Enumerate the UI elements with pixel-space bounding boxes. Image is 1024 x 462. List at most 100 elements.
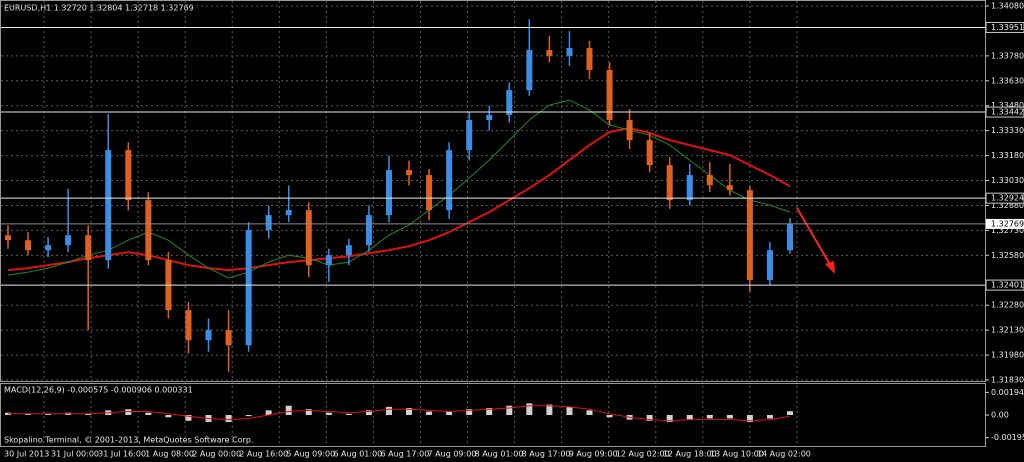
x-tick-label: 8 Aug 01:00 bbox=[475, 450, 524, 459]
candle-body bbox=[265, 215, 272, 231]
macd-bar bbox=[726, 415, 733, 419]
y-tick-label: 1.33480 bbox=[991, 101, 1024, 110]
macd-bar bbox=[145, 412, 152, 415]
candle-body bbox=[566, 48, 573, 56]
y-tick-label: 1.32130 bbox=[991, 326, 1024, 335]
level-box bbox=[985, 192, 1024, 204]
candle-body bbox=[766, 250, 773, 281]
current-price-label: 1.32769 bbox=[991, 219, 1024, 228]
main-frame bbox=[0, 0, 986, 382]
macd-bar bbox=[746, 415, 753, 422]
x-tick-label: 12 Aug 18:00 bbox=[663, 450, 717, 459]
candle-body bbox=[726, 185, 733, 191]
y-tick-label: 1.31980 bbox=[991, 351, 1024, 360]
macd-bar bbox=[406, 408, 413, 415]
x-tick-label: 7 Aug 09:00 bbox=[428, 450, 477, 459]
macd-bar bbox=[426, 411, 433, 415]
candle-body bbox=[666, 165, 673, 201]
x-tick-label: 12 Aug 02:00 bbox=[616, 450, 670, 459]
y-tick-label: 1.32580 bbox=[991, 251, 1024, 260]
x-tick-label: 2 Aug 16:00 bbox=[239, 450, 288, 459]
candle-body bbox=[426, 175, 433, 211]
level-box bbox=[985, 279, 1024, 291]
y-tick-label: 1.34080 bbox=[991, 2, 1024, 11]
candle-body bbox=[285, 210, 292, 216]
macd-bar bbox=[466, 409, 473, 415]
y-tick-label: 1.33780 bbox=[991, 51, 1024, 60]
macd-y-tick-label: 0.001948 bbox=[991, 388, 1024, 397]
macd-bar bbox=[566, 406, 573, 415]
macd-bar bbox=[586, 410, 593, 415]
macd-bar bbox=[787, 411, 793, 415]
footer: Skopalino Terminal, © 2001-2013, MetaQuo… bbox=[4, 436, 253, 445]
candle-body bbox=[185, 310, 192, 341]
candle-body bbox=[626, 120, 633, 141]
x-tick-label: 31 Jul 16:00 bbox=[98, 450, 146, 459]
x-tick-label: 9 Aug 09:00 bbox=[569, 450, 618, 459]
macd-bar bbox=[706, 415, 713, 419]
candle-body bbox=[105, 150, 112, 261]
candle-body bbox=[205, 330, 212, 341]
candle-body bbox=[526, 50, 533, 91]
candle-body bbox=[85, 235, 92, 261]
y-tick-label: 1.32730 bbox=[991, 226, 1024, 235]
macd-bar bbox=[506, 405, 513, 415]
macd-bar bbox=[385, 406, 392, 415]
y-tick-label: 1.33030 bbox=[991, 176, 1024, 185]
macd-bar bbox=[365, 410, 372, 415]
macd-bar bbox=[446, 411, 453, 415]
candle-body bbox=[466, 120, 473, 151]
current-price-box bbox=[986, 218, 1024, 229]
x-tick-label: 1 Aug 08:00 bbox=[145, 450, 194, 459]
macd-y-tick-label: -0.001955 bbox=[991, 433, 1024, 442]
candle-body bbox=[45, 245, 52, 251]
macd-title: MACD(12,26,9) -0.000575 -0.000906 0.0003… bbox=[4, 386, 193, 395]
macd-bar bbox=[165, 415, 172, 418]
level-box bbox=[985, 21, 1024, 33]
level-label: 1.33442 bbox=[991, 108, 1024, 117]
candle-body bbox=[446, 150, 453, 211]
candle-body bbox=[546, 50, 553, 56]
candle-body bbox=[686, 175, 693, 201]
y-tick-label: 1.31830 bbox=[991, 376, 1024, 385]
x-tick-label: 14 Aug 02:00 bbox=[757, 450, 811, 459]
moving-average bbox=[7, 99, 791, 279]
level-label: 1.32401 bbox=[991, 281, 1024, 290]
moving-average bbox=[7, 126, 791, 272]
candle-body bbox=[406, 170, 413, 176]
candle-body bbox=[746, 190, 753, 281]
level-label: 1.33951 bbox=[991, 23, 1024, 32]
macd-bar bbox=[285, 405, 292, 415]
candle-body bbox=[787, 223, 793, 251]
macd-bar bbox=[606, 415, 613, 418]
level-box bbox=[985, 106, 1024, 118]
y-tick-label: 1.33180 bbox=[991, 151, 1024, 160]
candle-body bbox=[706, 175, 713, 186]
x-tick-label: 2 Aug 00:00 bbox=[192, 450, 241, 459]
x-tick-label: 30 Jul 2013 bbox=[4, 450, 49, 459]
candle-body bbox=[225, 330, 232, 346]
macd-bar bbox=[245, 415, 252, 417]
macd-bar bbox=[45, 413, 52, 415]
candle-body bbox=[5, 235, 11, 241]
macd-bar bbox=[686, 415, 693, 420]
macd-signal bbox=[8, 405, 791, 422]
candle-body bbox=[125, 150, 132, 201]
macd-y-tick-label: 0.00 bbox=[991, 411, 1009, 420]
candle-body bbox=[325, 255, 332, 266]
macd-bar bbox=[125, 409, 132, 415]
candle-body bbox=[25, 240, 32, 251]
x-tick-label: 5 Aug 09:00 bbox=[286, 450, 335, 459]
candle-body bbox=[365, 215, 372, 246]
y-tick-label: 1.33630 bbox=[991, 76, 1024, 85]
candle-body bbox=[305, 210, 312, 266]
chart-title: EURUSD,H1 1.32720 1.32804 1.32718 1.3276… bbox=[4, 4, 194, 13]
y-tick-label: 1.32880 bbox=[991, 201, 1024, 210]
candle-body bbox=[646, 140, 653, 166]
y-tick-label: 1.32280 bbox=[991, 301, 1024, 310]
candle-body bbox=[506, 90, 513, 116]
candle-body bbox=[245, 230, 252, 346]
candle-body bbox=[145, 200, 152, 261]
